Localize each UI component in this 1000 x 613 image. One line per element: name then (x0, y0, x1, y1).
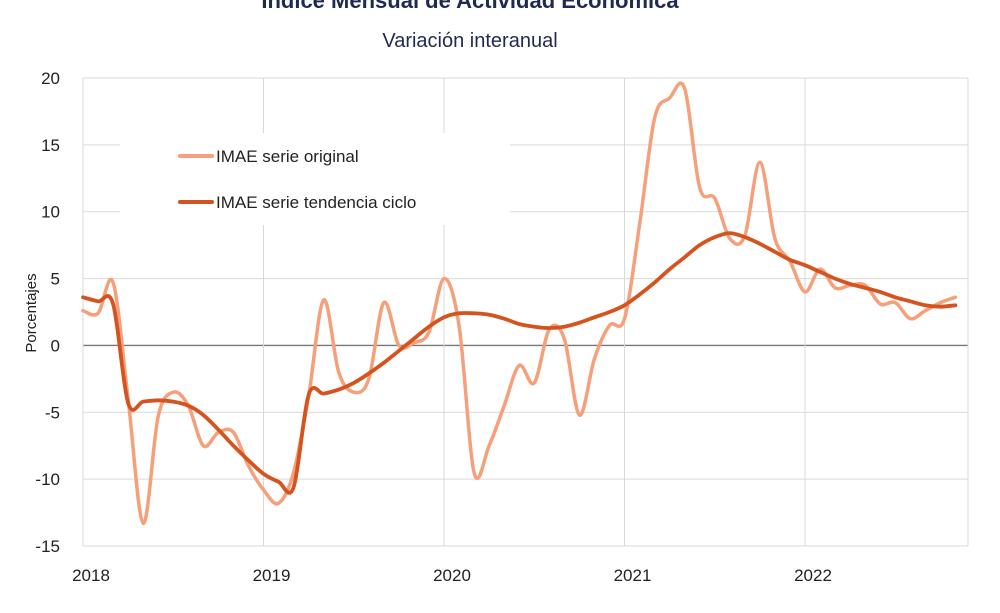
y-tick-label: 10 (41, 203, 60, 222)
y-tick-label: 0 (51, 336, 60, 355)
y-tick-label: -15 (35, 537, 60, 556)
y-tick-label: 15 (41, 136, 60, 155)
x-tick-label: 2022 (794, 566, 832, 585)
legend: IMAE serie original IMAE serie tendencia … (178, 147, 416, 212)
x-tick-label: 2019 (253, 566, 291, 585)
chart-subtitle: Variación interanual (382, 30, 558, 52)
y-tick-label: 20 (41, 69, 60, 88)
x-tick-label: 2020 (433, 566, 471, 585)
chart-title: Índice Mensual de Actividad Económica (261, 0, 679, 13)
series-line-2 (81, 231, 958, 495)
legend-label-2: IMAE serie tendencia ciclo (216, 193, 416, 212)
y-tick-label: -5 (45, 403, 60, 422)
y-tick-label: 5 (51, 270, 60, 289)
y-axis-label: Porcentajes (23, 273, 40, 352)
y-tick-label: -10 (35, 470, 60, 489)
x-tick-label: 2021 (614, 566, 652, 585)
x-tick-label: 2018 (72, 566, 110, 585)
legend-background (120, 133, 510, 225)
legend-label-1: IMAE serie original (216, 147, 359, 166)
